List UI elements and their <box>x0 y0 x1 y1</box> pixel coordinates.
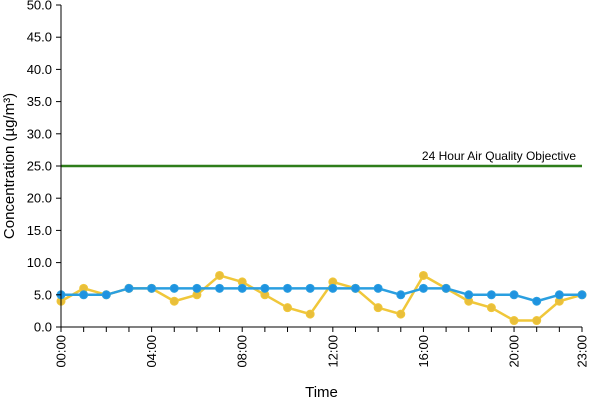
series-1-point <box>418 270 428 280</box>
y-tick-label: 0.0 <box>34 320 52 335</box>
series-2-point <box>215 283 225 293</box>
x-tick-label: 20:00 <box>507 335 522 368</box>
series-2-point <box>532 296 542 306</box>
y-tick-label: 20.0 <box>27 191 52 206</box>
series-2-point <box>79 290 89 300</box>
series-2-point <box>328 283 338 293</box>
x-tick-label: 12:00 <box>325 335 340 368</box>
series-1-point <box>486 303 496 313</box>
series-2-point <box>486 290 496 300</box>
series-2-point <box>350 283 360 293</box>
series-1-line <box>60 274 583 322</box>
y-axis-ticks: 0.0 5.0 10.0 15.0 20.0 25.0 30.0 35.0 40.0 45.0 50… <box>27 0 61 335</box>
series-2-point <box>147 283 157 293</box>
air-quality-objective-label: 24 Hour Air Quality Objective <box>422 149 576 163</box>
x-tick-label: 16:00 <box>416 335 431 368</box>
x-tick-label: 00:00 <box>54 335 69 368</box>
series-2-point <box>192 283 202 293</box>
x-axis-title: Time <box>305 384 338 400</box>
y-axis-title: Concentration (µg/m³) <box>1 93 18 239</box>
series-1-point <box>283 303 293 313</box>
y-tick-label: 45.0 <box>27 30 52 45</box>
series-1 <box>56 270 587 326</box>
series-2-point <box>305 283 315 293</box>
series-2-point <box>396 290 406 300</box>
y-tick-label: 40.0 <box>27 62 52 77</box>
series-2-point <box>441 283 451 293</box>
series-2-point <box>373 283 383 293</box>
series-2-point <box>554 290 564 300</box>
y-tick-label: 35.0 <box>27 94 52 109</box>
series-1-point <box>305 309 315 319</box>
x-tick-label: 08:00 <box>235 335 250 368</box>
y-tick-label: 10.0 <box>27 255 52 270</box>
series-2 <box>56 283 587 306</box>
series-1-point <box>396 309 406 319</box>
series-2-point <box>101 290 111 300</box>
x-axis-ticks: 00:00 04:00 08:00 12:00 16:00 20:00 23:00 <box>54 327 590 368</box>
series-1-point <box>373 303 383 313</box>
series-2-point <box>237 283 247 293</box>
series-layer <box>56 270 587 326</box>
y-tick-label: 5.0 <box>34 287 52 302</box>
y-tick-label: 15.0 <box>27 223 52 238</box>
series-2-point <box>577 290 587 300</box>
series-1-point <box>532 316 542 326</box>
series-1-point <box>169 296 179 306</box>
y-tick-label: 50.0 <box>27 0 52 13</box>
series-2-point <box>169 283 179 293</box>
series-1-point <box>215 270 225 280</box>
y-tick-label: 25.0 <box>27 159 52 174</box>
series-2-point <box>464 290 474 300</box>
series-2-point <box>509 290 519 300</box>
series-2-point <box>283 283 293 293</box>
reference-layer: 24 Hour Air Quality Objective <box>61 149 582 168</box>
axes: 0.0 5.0 10.0 15.0 20.0 25.0 30.0 35.0 40.0 45.0 50… <box>27 0 590 368</box>
y-tick-label: 30.0 <box>27 126 52 141</box>
series-1-point <box>509 316 519 326</box>
series-2-point <box>260 283 270 293</box>
x-tick-label: 23:00 <box>575 335 590 368</box>
series-2-point <box>124 283 134 293</box>
series-2-point <box>418 283 428 293</box>
x-tick-label: 04:00 <box>144 335 159 368</box>
